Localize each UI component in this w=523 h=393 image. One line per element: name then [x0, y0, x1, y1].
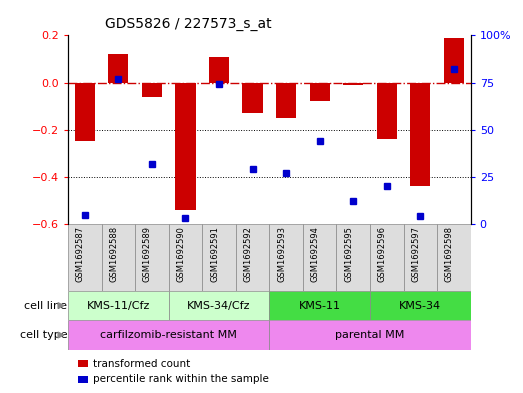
Bar — [370, 291, 471, 320]
Bar — [236, 224, 269, 291]
Text: GSM1692595: GSM1692595 — [344, 226, 353, 282]
Bar — [269, 320, 471, 350]
Bar — [303, 224, 336, 291]
Text: GSM1692590: GSM1692590 — [176, 226, 186, 282]
Text: GSM1692588: GSM1692588 — [109, 226, 118, 282]
Bar — [370, 224, 404, 291]
Bar — [108, 54, 129, 83]
Text: GSM1692591: GSM1692591 — [210, 226, 219, 282]
Bar — [276, 83, 296, 118]
Bar — [168, 291, 269, 320]
Text: KMS-11/Cfz: KMS-11/Cfz — [87, 301, 150, 310]
Bar — [101, 224, 135, 291]
Bar — [175, 83, 196, 210]
Text: GDS5826 / 227573_s_at: GDS5826 / 227573_s_at — [106, 17, 272, 31]
Text: GSM1692593: GSM1692593 — [277, 226, 286, 282]
Text: KMS-34/Cfz: KMS-34/Cfz — [187, 301, 251, 310]
Bar — [142, 83, 162, 97]
Text: KMS-11: KMS-11 — [299, 301, 340, 310]
Text: GSM1692597: GSM1692597 — [412, 226, 420, 282]
Bar — [437, 224, 471, 291]
Text: percentile rank within the sample: percentile rank within the sample — [93, 374, 269, 384]
Bar — [168, 224, 202, 291]
Bar — [410, 83, 430, 186]
Text: parental MM: parental MM — [335, 330, 405, 340]
Bar — [135, 224, 168, 291]
Text: cell type: cell type — [20, 330, 67, 340]
Bar — [202, 224, 236, 291]
Text: carfilzomib-resistant MM: carfilzomib-resistant MM — [100, 330, 237, 340]
Bar — [444, 38, 464, 83]
Text: KMS-34: KMS-34 — [399, 301, 441, 310]
Text: transformed count: transformed count — [93, 358, 190, 369]
Bar — [75, 83, 95, 141]
Text: GSM1692592: GSM1692592 — [244, 226, 253, 282]
Bar — [269, 224, 303, 291]
Text: GSM1692594: GSM1692594 — [311, 226, 320, 282]
Bar — [68, 224, 101, 291]
Bar — [310, 83, 329, 101]
Bar — [377, 83, 397, 139]
Text: GSM1692589: GSM1692589 — [143, 226, 152, 282]
Bar — [68, 291, 168, 320]
Text: GSM1692598: GSM1692598 — [445, 226, 454, 282]
Bar — [209, 57, 229, 83]
Text: cell line: cell line — [24, 301, 67, 310]
Bar — [269, 291, 370, 320]
Bar — [336, 224, 370, 291]
Bar — [404, 224, 437, 291]
Bar — [243, 83, 263, 113]
Bar — [68, 320, 269, 350]
Bar — [343, 83, 363, 85]
Text: GSM1692596: GSM1692596 — [378, 226, 387, 282]
Text: GSM1692587: GSM1692587 — [76, 226, 85, 282]
